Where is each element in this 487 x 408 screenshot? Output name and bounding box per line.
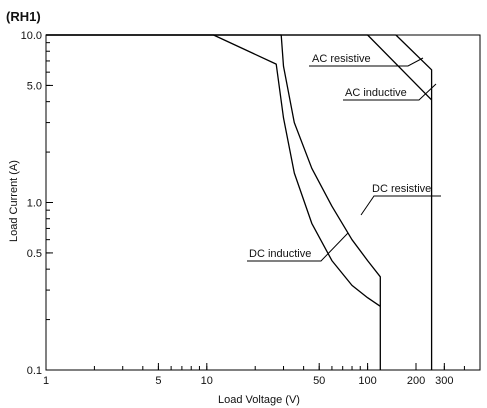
x-tick-label: 10 (201, 375, 213, 387)
x-tick-label: 5 (155, 375, 161, 387)
x-tick-label: 200 (407, 375, 425, 387)
x-axis-title: Load Voltage (V) (218, 394, 300, 406)
series-line-dc-resistive (46, 34, 381, 370)
label-dc-inductive: DC inductive (247, 232, 349, 262)
y-axis-title: Load Current (A) (8, 160, 20, 242)
series-layer (46, 34, 433, 370)
x-tick-label: 1 (43, 375, 49, 387)
chart-title: (RH1) (6, 9, 41, 24)
series-line-ac-resistive (46, 34, 433, 370)
leader-ac-resistive (309, 57, 424, 67)
y-tick-label: 1.0 (27, 198, 42, 210)
label-dc-inductive-text: DC inductive (249, 248, 311, 260)
y-tick-label: 0.5 (27, 248, 42, 260)
x-tick-label: 100 (358, 375, 376, 387)
plot-frame (45, 34, 481, 371)
y-tick-label: 5.0 (27, 80, 42, 92)
label-ac-inductive-text: AC inductive (345, 87, 407, 99)
leader-ac-inductive (343, 83, 437, 101)
axis-ticks (45, 34, 481, 371)
label-ac-resistive-text: AC resistive (312, 53, 371, 65)
series-line-dc-inductive (46, 34, 381, 307)
label-ac-resistive: AC resistive (309, 53, 424, 67)
y-tick-label: 0.1 (27, 365, 42, 377)
x-tick-label: 300 (435, 375, 453, 387)
x-tick-label: 50 (313, 375, 325, 387)
y-tick-label: 10.0 (21, 30, 42, 42)
leader-dc-resistive (360, 195, 441, 216)
label-dc-resistive-text: DC resistive (372, 183, 431, 195)
leader-dc-inductive (247, 232, 349, 262)
label-ac-inductive: AC inductive (343, 83, 437, 101)
axis-tick-labels: 1 5 10 50 100 200 300 10.0 5.0 1.0 0.5 0.1 (21, 30, 454, 387)
label-dc-resistive: DC resistive (360, 183, 441, 216)
